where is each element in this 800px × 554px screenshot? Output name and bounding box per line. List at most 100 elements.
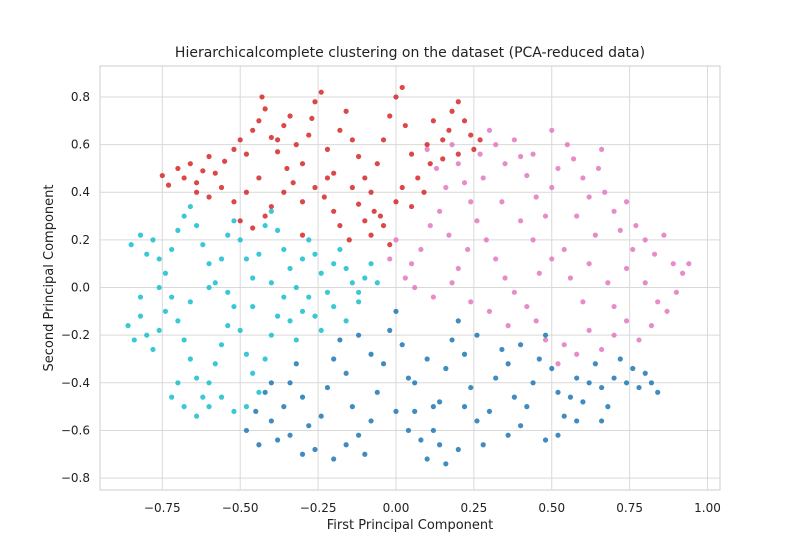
- data-point-cluster-2: [561, 342, 567, 348]
- data-point-cluster-2: [474, 218, 480, 224]
- data-point-cluster-4: [599, 384, 605, 391]
- data-point-cluster-2: [465, 246, 471, 253]
- data-point-cluster-2: [549, 256, 555, 262]
- data-point-cluster-3: [237, 237, 243, 243]
- data-point-cluster-2: [580, 175, 586, 181]
- data-point-cluster-3: [324, 289, 331, 295]
- data-point-cluster-4: [281, 404, 287, 410]
- data-point-cluster-3: [187, 356, 193, 362]
- data-point-cluster-1: [387, 113, 393, 119]
- data-point-cluster-1: [430, 118, 436, 124]
- data-point-cluster-3: [355, 289, 362, 295]
- data-point-cluster-1: [193, 189, 200, 195]
- data-point-cluster-4: [636, 384, 642, 391]
- data-point-cluster-2: [443, 184, 449, 191]
- data-point-cluster-1: [281, 122, 287, 129]
- data-point-cluster-1: [387, 242, 393, 248]
- data-point-cluster-4: [542, 437, 549, 443]
- y-tick-label: 0.8: [71, 90, 90, 104]
- data-point-cluster-3: [206, 404, 212, 410]
- y-tick-label: 0.6: [71, 138, 90, 152]
- data-point-cluster-1: [268, 134, 274, 141]
- data-point-cluster-2: [602, 189, 608, 195]
- data-point-cluster-2: [564, 142, 570, 148]
- data-point-cluster-2: [446, 232, 452, 238]
- data-point-cluster-1: [368, 232, 374, 238]
- data-point-cluster-2: [670, 261, 676, 267]
- data-point-cluster-2: [574, 213, 580, 219]
- data-point-cluster-2: [542, 213, 549, 219]
- data-point-cluster-1: [321, 194, 327, 200]
- chart-title: Hierarchicalcomplete clustering on the d…: [175, 45, 645, 61]
- data-point-cluster-1: [374, 161, 380, 167]
- data-point-cluster-1: [408, 151, 415, 157]
- data-point-cluster-1: [256, 118, 262, 124]
- data-point-cluster-3: [137, 294, 144, 300]
- data-point-cluster-2: [387, 256, 393, 262]
- data-point-cluster-3: [181, 337, 187, 343]
- data-point-cluster-1: [324, 146, 331, 152]
- data-point-cluster-1: [393, 199, 399, 205]
- y-tick-label: 0.4: [71, 185, 90, 199]
- data-point-cluster-4: [443, 365, 449, 372]
- data-point-cluster-4: [505, 432, 511, 438]
- data-point-cluster-4: [574, 418, 580, 424]
- data-point-cluster-1: [299, 232, 306, 238]
- data-point-cluster-2: [533, 318, 539, 324]
- data-point-cluster-3: [128, 242, 134, 248]
- data-point-cluster-4: [486, 408, 493, 414]
- data-point-cluster-3: [274, 227, 281, 233]
- data-point-cluster-4: [567, 394, 574, 400]
- data-point-cluster-1: [440, 137, 446, 143]
- data-point-cluster-4: [555, 389, 561, 395]
- data-point-cluster-2: [567, 275, 574, 281]
- data-point-cluster-1: [362, 218, 368, 224]
- data-point-cluster-4: [536, 356, 542, 362]
- data-point-cluster-1: [399, 84, 405, 91]
- data-point-cluster-4: [455, 446, 461, 453]
- data-point-cluster-4: [312, 446, 318, 453]
- data-point-cluster-3: [268, 280, 274, 286]
- data-point-cluster-2: [673, 289, 679, 295]
- data-point-cluster-3: [181, 404, 187, 410]
- data-point-cluster-1: [293, 142, 299, 148]
- data-point-cluster-3: [187, 203, 193, 210]
- data-point-cluster-4: [455, 318, 461, 324]
- data-point-cluster-1: [362, 175, 368, 181]
- data-point-cluster-2: [651, 251, 658, 257]
- data-point-cluster-3: [150, 346, 156, 353]
- data-point-cluster-3: [231, 303, 237, 310]
- data-point-cluster-1: [377, 213, 384, 219]
- data-point-cluster-1: [218, 184, 225, 191]
- data-point-cluster-2: [511, 289, 517, 295]
- data-point-cluster-4: [299, 451, 306, 457]
- data-point-cluster-1: [424, 142, 430, 148]
- data-point-cluster-1: [393, 94, 399, 100]
- data-point-cluster-3: [125, 323, 131, 329]
- data-point-cluster-4: [399, 342, 405, 348]
- data-point-cluster-4: [362, 451, 368, 457]
- data-point-cluster-3: [268, 208, 274, 214]
- data-point-cluster-2: [586, 327, 592, 334]
- data-point-cluster-2: [493, 142, 499, 148]
- data-point-cluster-3: [243, 256, 250, 262]
- data-point-cluster-2: [611, 303, 617, 310]
- data-point-cluster-4: [511, 394, 517, 400]
- data-point-cluster-4: [623, 380, 630, 386]
- data-point-cluster-3: [200, 394, 206, 400]
- data-point-cluster-1: [477, 137, 483, 143]
- data-point-cluster-1: [399, 184, 405, 191]
- data-point-cluster-4: [274, 437, 281, 443]
- data-point-cluster-4: [480, 442, 486, 448]
- data-point-cluster-1: [468, 132, 474, 138]
- data-point-cluster-4: [368, 418, 374, 424]
- data-point-cluster-4: [542, 332, 549, 338]
- data-point-cluster-2: [586, 194, 592, 200]
- data-point-cluster-2: [468, 199, 474, 205]
- x-tick-label: −0.25: [300, 501, 337, 515]
- data-point-cluster-1: [455, 99, 461, 105]
- data-point-cluster-3: [218, 342, 225, 348]
- data-point-cluster-2: [648, 323, 655, 329]
- data-point-cluster-1: [368, 189, 374, 195]
